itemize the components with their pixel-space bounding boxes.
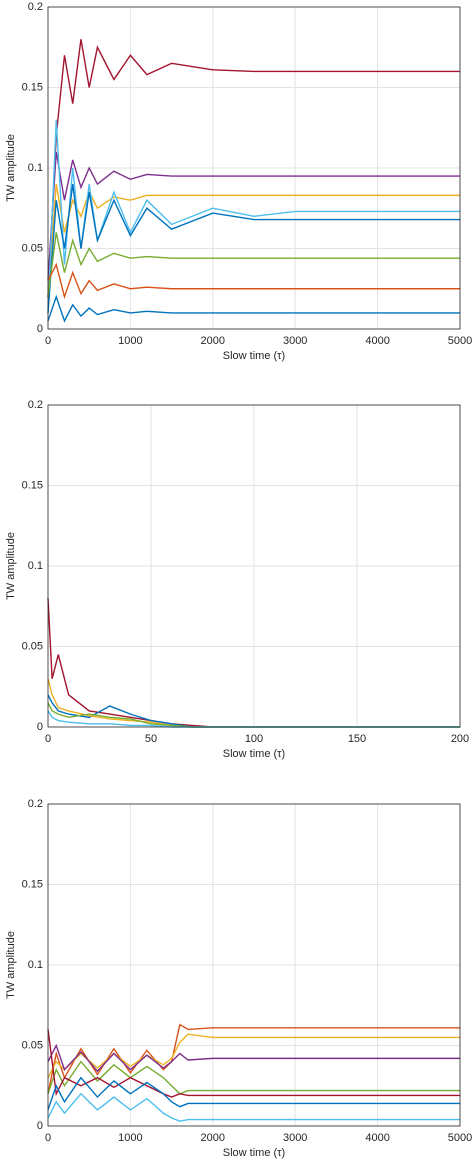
x-tick-label: 0 xyxy=(45,1132,51,1144)
x-tick-label: 1000 xyxy=(118,1132,142,1144)
x-tick-label: 150 xyxy=(348,733,366,745)
data-line xyxy=(47,1076,460,1111)
data-line xyxy=(47,1092,460,1122)
x-tick-label: 100 xyxy=(245,733,263,745)
data-line xyxy=(47,262,460,300)
y-tick-label: 0.05 xyxy=(22,640,43,652)
x-tick-label: 2000 xyxy=(201,335,225,347)
x-axis-label: Slow time (τ) xyxy=(223,350,285,362)
x-tick-label: 0 xyxy=(45,335,51,347)
data-line xyxy=(47,151,460,281)
y-tick-label: 0.1 xyxy=(28,560,43,572)
y-axis-label: TW amplitude xyxy=(5,931,17,999)
data-line xyxy=(47,184,460,313)
x-tick-label: 2000 xyxy=(201,1132,225,1144)
data-line xyxy=(47,1060,460,1095)
x-tick-label: 4000 xyxy=(365,335,389,347)
data-line xyxy=(47,294,460,323)
axes: 0 0.05 0.1 0.15 0.2 0 50 100 150 200 xyxy=(22,399,470,745)
y-axis-label: TW amplitude xyxy=(5,532,17,600)
x-axis-label: Slow time (τ) xyxy=(223,748,285,760)
y-axis-label: TW amplitude xyxy=(5,134,17,202)
x-tick-label: 0 xyxy=(45,733,51,745)
y-tick-label: 0.05 xyxy=(22,1039,43,1051)
axis-box xyxy=(47,404,461,728)
y-tick-label: 0 xyxy=(37,721,43,733)
data-line xyxy=(47,1029,460,1098)
axis-box xyxy=(47,803,461,1127)
y-tick-label: 0.15 xyxy=(22,479,43,491)
x-tick-label: 3000 xyxy=(283,335,307,347)
data-line xyxy=(47,1043,460,1073)
x-tick-label: 5000 xyxy=(448,335,472,347)
y-tick-label: 0.2 xyxy=(28,399,43,411)
x-tick-label: 1000 xyxy=(118,335,142,347)
data-line xyxy=(47,39,460,297)
axis-box xyxy=(47,6,461,330)
y-tick-label: 0.2 xyxy=(28,798,43,810)
y-tick-label: 0 xyxy=(37,1120,43,1132)
y-tick-label: 0.05 xyxy=(22,242,43,254)
y-tick-label: 0.1 xyxy=(28,162,43,174)
y-tick-label: 0.1 xyxy=(28,959,43,971)
x-axis-label: Slow time (τ) xyxy=(223,1147,285,1159)
y-tick-label: 0.2 xyxy=(28,1,43,13)
x-tick-label: 5000 xyxy=(448,1132,472,1144)
x-tick-label: 50 xyxy=(145,733,157,745)
data-line xyxy=(47,232,460,297)
x-tick-label: 200 xyxy=(451,733,469,745)
x-tick-label: 3000 xyxy=(283,1132,307,1144)
y-tick-label: 0.15 xyxy=(22,878,43,890)
axes: 0 0.05 0.1 0.15 0.2 0 1000 2000 3000 4000 5000 xyxy=(22,1,473,347)
x-tick-label: 4000 xyxy=(365,1132,389,1144)
y-tick-label: 0 xyxy=(37,323,43,335)
axes: 0 0.05 0.1 0.15 0.2 0 1000 2000 3000 4000 5000 xyxy=(22,798,473,1144)
y-tick-label: 0.15 xyxy=(22,81,43,93)
